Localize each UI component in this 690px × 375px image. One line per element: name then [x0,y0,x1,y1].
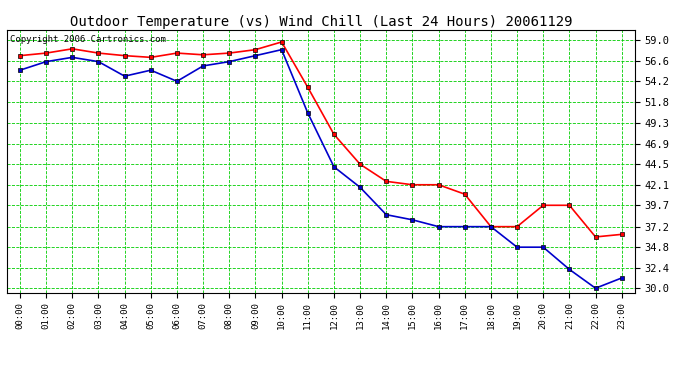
Title: Outdoor Temperature (vs) Wind Chill (Last 24 Hours) 20061129: Outdoor Temperature (vs) Wind Chill (Las… [70,15,572,29]
Text: Copyright 2006 Cartronics.com: Copyright 2006 Cartronics.com [10,35,166,44]
